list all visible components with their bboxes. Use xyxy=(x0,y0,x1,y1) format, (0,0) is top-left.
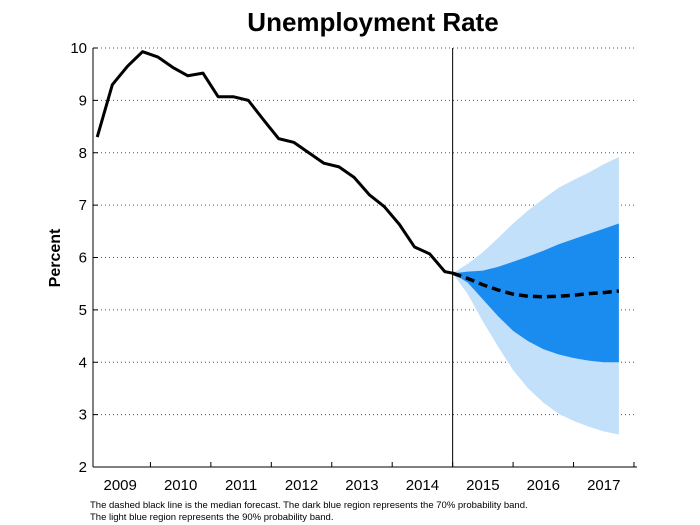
y-axis-label: Percent xyxy=(47,228,64,287)
x-tick-labels: 2009 2010 2011 2012 2013 2014 2015 2016 2017 xyxy=(104,477,621,494)
x-tick-label: 2014 xyxy=(406,477,439,494)
y-tick-label: 9 xyxy=(79,92,87,109)
x-tick-label: 2010 xyxy=(164,477,197,494)
band-70-percent xyxy=(452,223,619,363)
history-line xyxy=(95,50,453,275)
y-tick-label: 6 xyxy=(79,250,87,267)
x-tick-label: 2017 xyxy=(587,477,620,494)
y-tick-label: 7 xyxy=(79,197,87,214)
y-tick-label: 4 xyxy=(79,354,87,371)
series-lines xyxy=(95,50,620,299)
chart-title: Unemployment Rate xyxy=(247,7,498,37)
x-tick-label: 2013 xyxy=(345,477,378,494)
gridlines xyxy=(93,47,637,416)
y-tick-labels: 2 3 4 5 6 7 8 9 10 xyxy=(70,40,87,476)
y-tick-label: 5 xyxy=(79,302,87,319)
x-tick-label: 2012 xyxy=(285,477,318,494)
x-tick-label: 2011 xyxy=(225,477,257,494)
footnote-line-1: The dashed black line is the median fore… xyxy=(90,500,528,511)
y-tick-label: 8 xyxy=(79,145,87,162)
axes xyxy=(92,47,637,468)
x-tick-label: 2009 xyxy=(104,477,137,494)
y-tick-label: 3 xyxy=(79,407,87,424)
median-forecast-line xyxy=(452,271,620,299)
x-tick-label: 2016 xyxy=(527,477,560,494)
footnote-line-2: The light blue region represents the 90%… xyxy=(90,512,334,523)
y-tick-label: 10 xyxy=(70,40,87,57)
y-tick-label: 2 xyxy=(79,459,87,476)
x-tick-label: 2015 xyxy=(466,477,499,494)
